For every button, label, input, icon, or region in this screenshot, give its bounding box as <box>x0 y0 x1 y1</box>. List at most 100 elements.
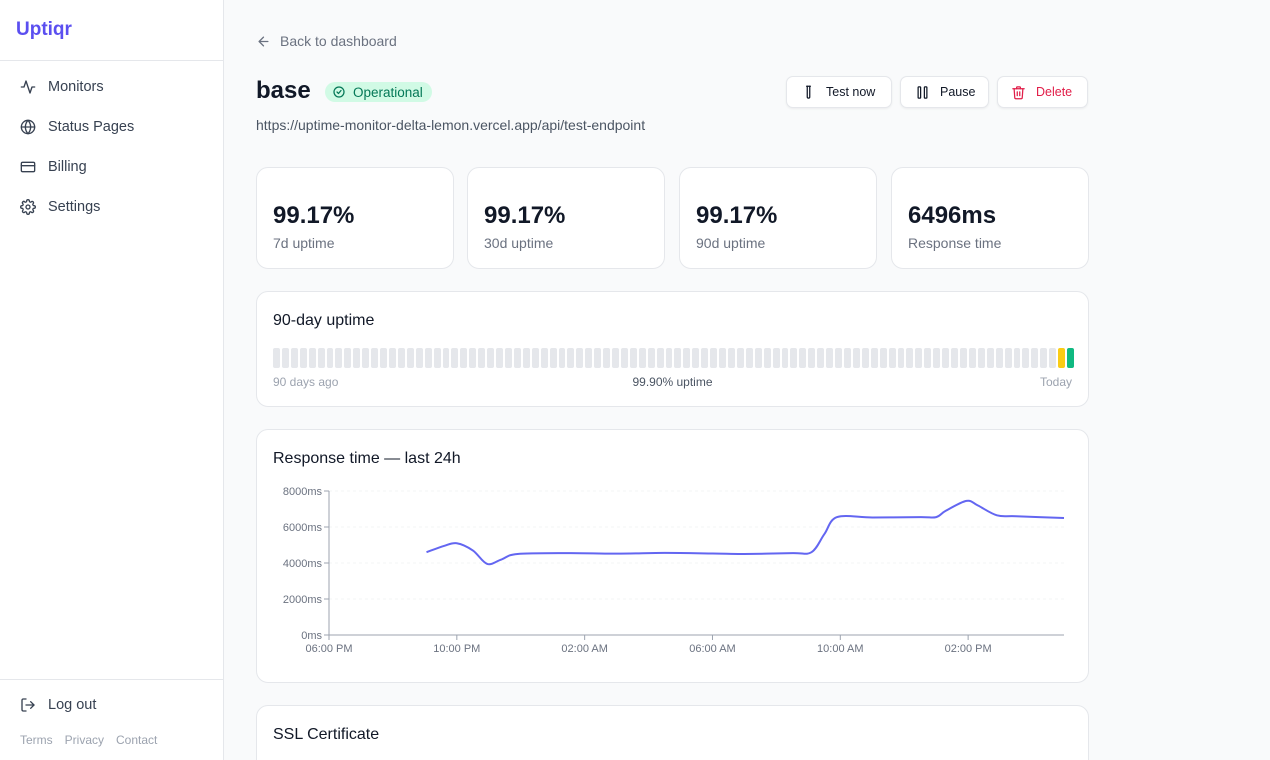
uptime-day-bar[interactable] <box>317 348 325 368</box>
uptime-day-bar[interactable] <box>1031 348 1039 368</box>
uptime-day-bar[interactable] <box>362 348 370 368</box>
uptime-day-bar[interactable] <box>496 348 503 368</box>
uptime-day-bar[interactable] <box>344 348 352 368</box>
uptime-day-bar[interactable] <box>326 348 334 368</box>
uptime-day-bar[interactable] <box>692 348 700 368</box>
uptime-day-bar[interactable] <box>826 348 834 368</box>
uptime-day-bar[interactable] <box>380 348 387 368</box>
uptime-day-bar[interactable] <box>754 348 762 368</box>
uptime-day-bar[interactable] <box>710 348 718 368</box>
uptime-day-bar[interactable] <box>879 348 887 368</box>
uptime-day-bar[interactable] <box>549 348 557 368</box>
uptime-day-bar[interactable] <box>781 348 789 368</box>
back-to-dashboard-link[interactable]: Back to dashboard <box>256 33 397 49</box>
uptime-day-bar[interactable] <box>290 348 298 368</box>
uptime-day-bar[interactable] <box>728 348 735 368</box>
pause-button[interactable]: Pause <box>900 76 989 108</box>
uptime-day-bar[interactable] <box>1049 348 1057 368</box>
uptime-day-bar[interactable] <box>1004 348 1012 368</box>
app-logo[interactable]: Uptiqr <box>0 0 223 61</box>
uptime-day-bar[interactable] <box>576 348 584 368</box>
uptime-day-bar[interactable] <box>719 348 727 368</box>
uptime-day-bar[interactable] <box>656 348 664 368</box>
uptime-day-bar[interactable] <box>620 348 628 368</box>
uptime-day-bar[interactable] <box>433 348 441 368</box>
uptime-day-bar[interactable] <box>888 348 896 368</box>
uptime-day-bar[interactable] <box>594 348 602 368</box>
uptime-day-bar[interactable] <box>995 348 1003 368</box>
uptime-day-bar[interactable] <box>1058 348 1066 368</box>
uptime-day-bar[interactable] <box>852 348 860 368</box>
uptime-day-bar[interactable] <box>469 348 477 368</box>
uptime-day-bar[interactable] <box>1022 348 1030 368</box>
uptime-day-bar[interactable] <box>442 348 450 368</box>
uptime-day-bar[interactable] <box>451 348 459 368</box>
uptime-day-bar[interactable] <box>861 348 869 368</box>
uptime-day-bar[interactable] <box>397 348 405 368</box>
privacy-link[interactable]: Privacy <box>64 733 105 747</box>
uptime-day-bar[interactable] <box>906 348 914 368</box>
sidebar-item-settings[interactable]: Settings <box>0 187 223 227</box>
uptime-day-bar[interactable] <box>844 348 851 368</box>
uptime-day-bar[interactable] <box>745 348 753 368</box>
uptime-day-bar[interactable] <box>1067 348 1074 368</box>
uptime-day-bar[interactable] <box>522 348 530 368</box>
uptime-day-bar[interactable] <box>790 348 798 368</box>
uptime-day-bar[interactable] <box>531 348 539 368</box>
uptime-day-bar[interactable] <box>968 348 976 368</box>
uptime-day-bar[interactable] <box>406 348 414 368</box>
uptime-day-bar[interactable] <box>513 348 521 368</box>
uptime-day-bar[interactable] <box>959 348 967 368</box>
uptime-day-bar[interactable] <box>870 348 878 368</box>
uptime-day-bar[interactable] <box>665 348 673 368</box>
terms-link[interactable]: Terms <box>20 733 53 747</box>
uptime-day-bar[interactable] <box>540 348 548 368</box>
test-now-button[interactable]: Test now <box>786 76 892 108</box>
uptime-day-bar[interactable] <box>736 348 744 368</box>
uptime-day-bar[interactable] <box>772 348 780 368</box>
uptime-day-bar[interactable] <box>558 348 566 368</box>
uptime-day-bar[interactable] <box>478 348 486 368</box>
uptime-day-bar[interactable] <box>763 348 771 368</box>
uptime-day-bar[interactable] <box>415 348 423 368</box>
uptime-day-bar[interactable] <box>986 348 994 368</box>
uptime-day-bar[interactable] <box>299 348 307 368</box>
uptime-day-bar[interactable] <box>567 348 575 368</box>
uptime-day-bar[interactable] <box>308 348 316 368</box>
uptime-day-bar[interactable] <box>612 348 619 368</box>
uptime-day-bar[interactable] <box>353 348 361 368</box>
uptime-day-bar[interactable] <box>460 348 468 368</box>
uptime-day-bar[interactable] <box>674 348 682 368</box>
uptime-day-bar[interactable] <box>335 348 343 368</box>
uptime-day-bar[interactable] <box>585 348 593 368</box>
delete-button[interactable]: Delete <box>997 76 1088 108</box>
uptime-day-bar[interactable] <box>977 348 985 368</box>
sidebar-item-monitors[interactable]: Monitors <box>0 67 223 107</box>
uptime-day-bar[interactable] <box>1013 348 1021 368</box>
uptime-day-bar[interactable] <box>638 348 646 368</box>
uptime-day-bar[interactable] <box>371 348 379 368</box>
uptime-day-bar[interactable] <box>701 348 709 368</box>
sidebar-item-status-pages[interactable]: Status Pages <box>0 107 223 147</box>
uptime-day-bar[interactable] <box>487 348 495 368</box>
uptime-day-bar[interactable] <box>1040 348 1048 368</box>
uptime-day-bar[interactable] <box>799 348 807 368</box>
uptime-day-bar[interactable] <box>629 348 637 368</box>
uptime-day-bar[interactable] <box>942 348 950 368</box>
uptime-day-bar[interactable] <box>683 348 691 368</box>
uptime-day-bar[interactable] <box>273 348 280 368</box>
contact-link[interactable]: Contact <box>116 733 158 747</box>
uptime-day-bar[interactable] <box>915 348 923 368</box>
uptime-day-bar[interactable] <box>924 348 932 368</box>
uptime-day-bar[interactable] <box>603 348 611 368</box>
uptime-day-bar[interactable] <box>817 348 825 368</box>
uptime-day-bar[interactable] <box>647 348 655 368</box>
uptime-day-bar[interactable] <box>835 348 842 368</box>
uptime-day-bar[interactable] <box>424 348 432 368</box>
uptime-day-bar[interactable] <box>388 348 396 368</box>
uptime-day-bar[interactable] <box>504 348 512 368</box>
uptime-day-bar[interactable] <box>808 348 816 368</box>
sidebar-item-billing[interactable]: Billing <box>0 147 223 187</box>
uptime-day-bar[interactable] <box>281 348 289 368</box>
uptime-day-bar[interactable] <box>951 348 958 368</box>
